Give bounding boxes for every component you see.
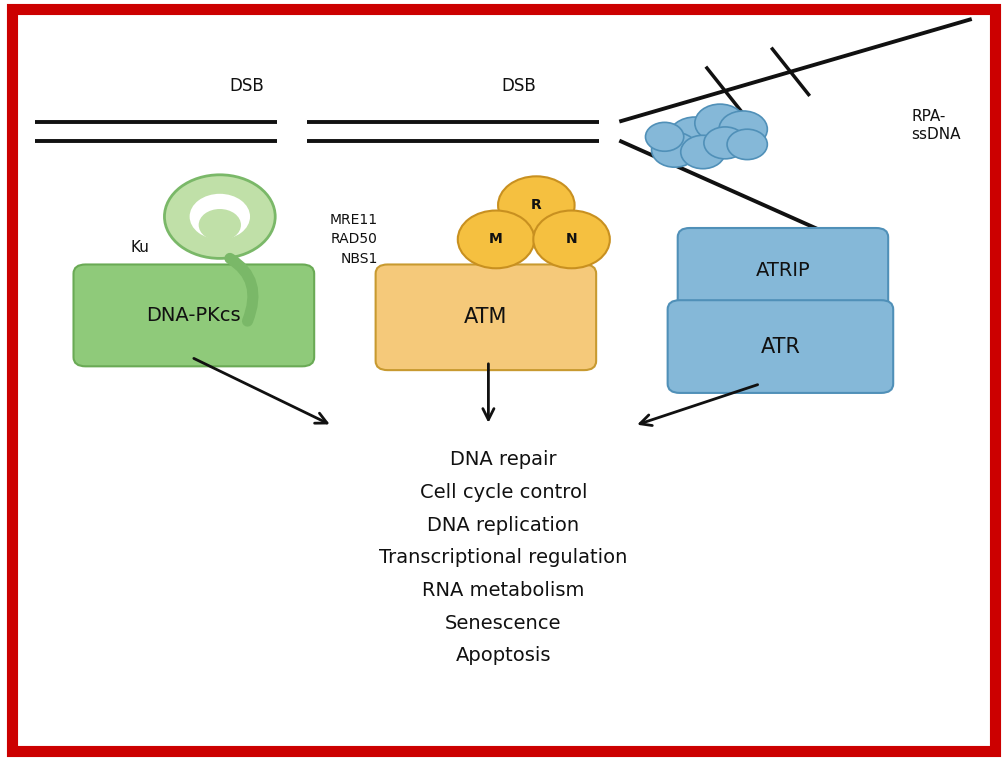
Text: MRE11
RAD50
NBS1: MRE11 RAD50 NBS1 xyxy=(329,213,378,266)
Text: RPA-
ssDNA: RPA- ssDNA xyxy=(911,109,961,141)
Circle shape xyxy=(695,104,745,142)
Circle shape xyxy=(164,175,275,258)
Circle shape xyxy=(534,211,610,268)
Text: R: R xyxy=(531,198,542,212)
Text: ATM: ATM xyxy=(464,307,508,328)
Circle shape xyxy=(652,132,698,167)
Circle shape xyxy=(645,122,684,151)
Circle shape xyxy=(498,176,575,234)
Text: RNA metabolism: RNA metabolism xyxy=(422,581,585,600)
Circle shape xyxy=(719,111,767,147)
Circle shape xyxy=(681,135,725,169)
Circle shape xyxy=(458,211,535,268)
FancyBboxPatch shape xyxy=(678,228,888,313)
Circle shape xyxy=(727,129,767,160)
Text: N: N xyxy=(566,233,577,246)
Text: DNA replication: DNA replication xyxy=(427,515,580,535)
Text: M: M xyxy=(489,233,502,246)
Text: DSB: DSB xyxy=(501,77,536,95)
FancyBboxPatch shape xyxy=(668,300,893,393)
FancyBboxPatch shape xyxy=(74,264,314,366)
Text: Cell cycle control: Cell cycle control xyxy=(420,483,587,502)
Text: ATRIP: ATRIP xyxy=(755,261,811,280)
Text: DSB: DSB xyxy=(230,77,264,95)
Text: Transcriptional regulation: Transcriptional regulation xyxy=(380,549,627,567)
Text: DNA-PKcs: DNA-PKcs xyxy=(147,306,241,325)
FancyBboxPatch shape xyxy=(376,264,596,370)
Text: ATR: ATR xyxy=(760,337,801,356)
Circle shape xyxy=(704,127,746,159)
Circle shape xyxy=(669,117,721,157)
Circle shape xyxy=(198,209,241,241)
Text: Senescence: Senescence xyxy=(445,613,562,632)
Circle shape xyxy=(189,194,250,239)
Text: Ku: Ku xyxy=(130,239,149,255)
Text: Apoptosis: Apoptosis xyxy=(456,646,551,666)
Text: DNA repair: DNA repair xyxy=(450,450,557,470)
